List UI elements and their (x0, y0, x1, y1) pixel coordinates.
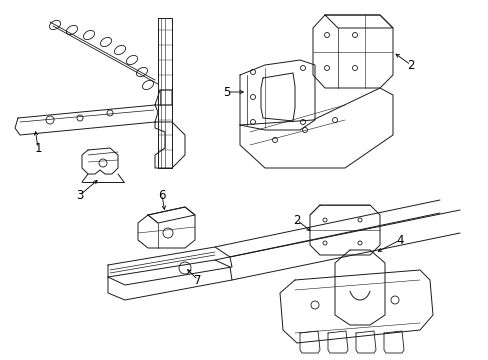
Text: 2: 2 (407, 59, 414, 72)
Text: 6: 6 (158, 189, 165, 202)
Text: 4: 4 (395, 234, 403, 247)
Text: 5: 5 (223, 86, 230, 99)
Text: 3: 3 (76, 189, 83, 202)
Text: 1: 1 (34, 141, 41, 154)
Text: 2: 2 (293, 213, 300, 226)
Text: 7: 7 (194, 274, 202, 287)
